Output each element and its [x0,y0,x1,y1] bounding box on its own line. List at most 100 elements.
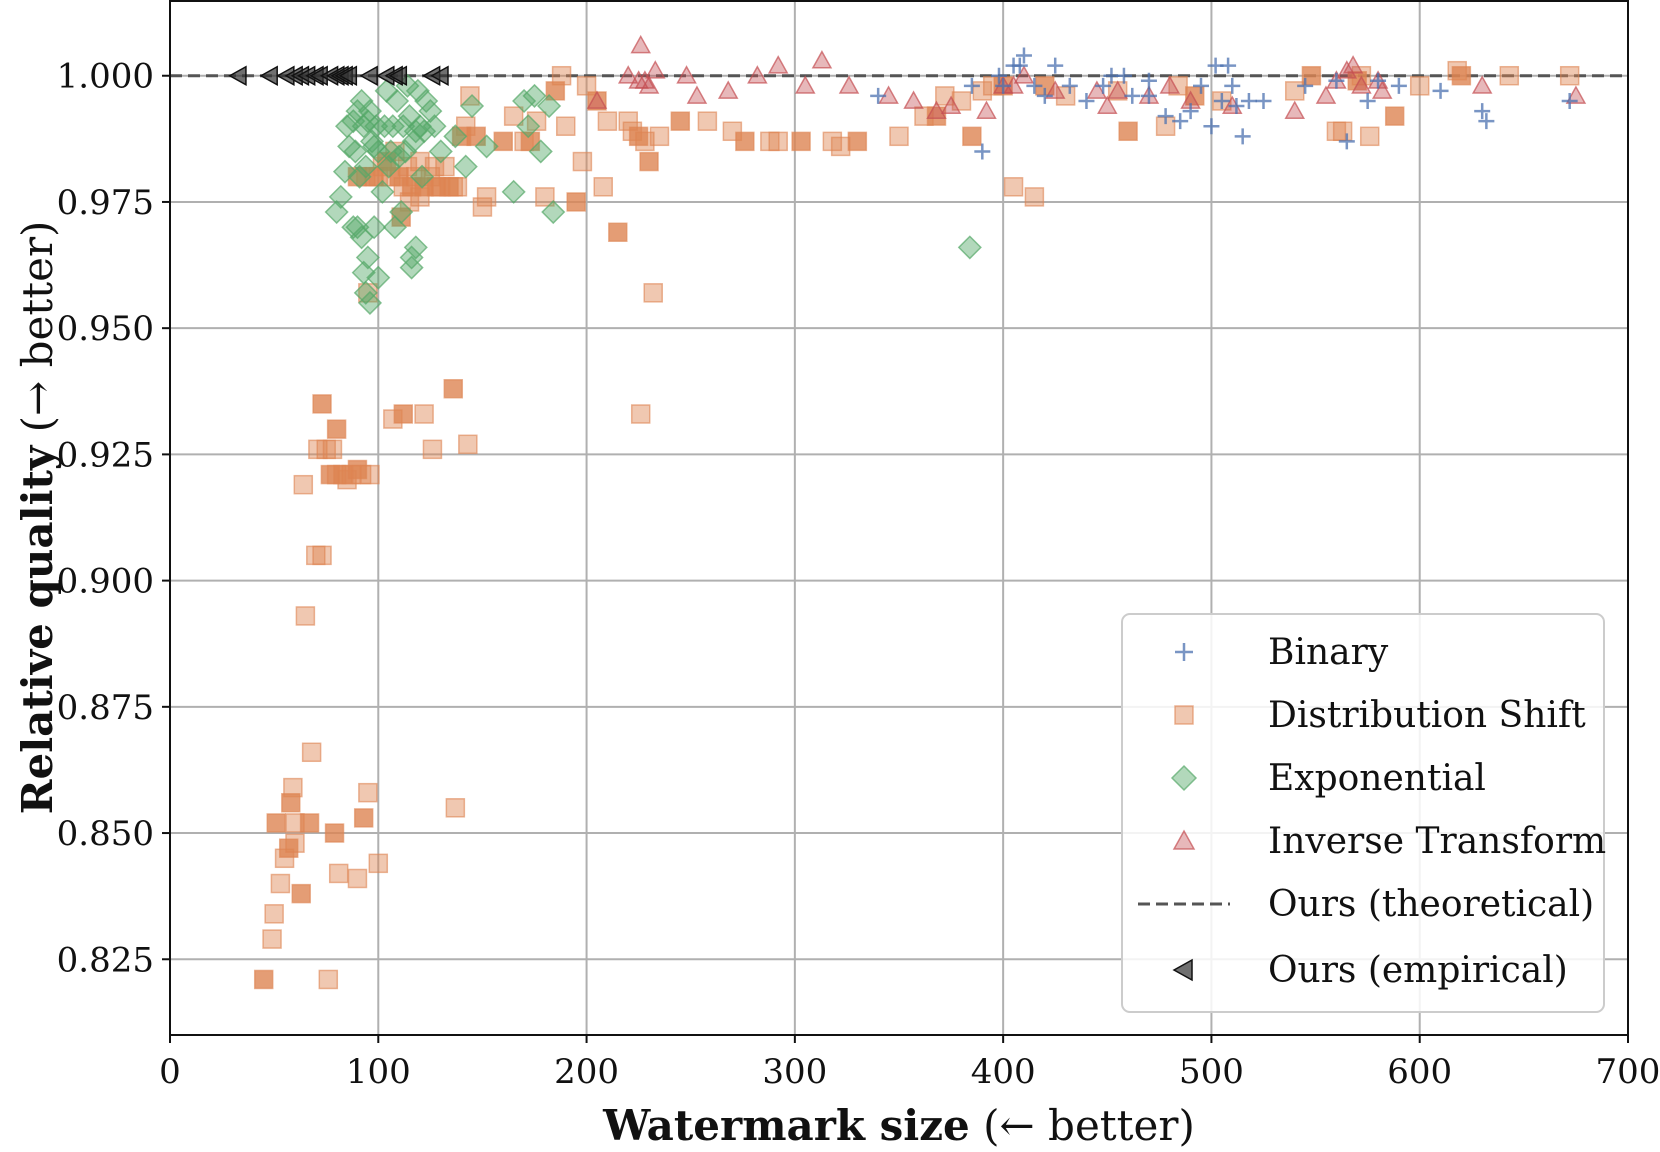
legend-marker-triangle [1172,829,1196,850]
inverse-transform-point [630,34,652,54]
distribution-shift-point [572,151,593,172]
inverse-transform-point [1159,75,1181,94]
binary-point [1228,98,1245,115]
legend-marker-diamond [1170,764,1198,792]
distribution-shift-point [328,863,349,884]
inverse-transform-point [747,65,768,84]
exponential-point [512,88,537,114]
inverse-transform-point [1044,80,1066,99]
exponential-point [537,93,562,119]
distribution-shift-point [312,545,332,566]
exponential-point [391,114,416,139]
distribution-shift-point [962,126,982,147]
binary-point [1061,77,1078,94]
y-tick-labels: 0.825 0.850 0.875 0.900 0.925 0.950 0.975 1.000 [57,57,170,980]
distribution-shift-point [847,131,868,152]
exponential-point [428,139,453,164]
binary-point [1140,72,1157,89]
distribution-shift-point [312,394,332,414]
exponential-point [353,154,378,179]
inverse-transform-point [634,70,656,89]
distribution-shift-point [353,808,374,828]
binary-point [870,87,887,104]
y-axis-title-bold: Relative quality [13,444,62,814]
inverse-transform-point [686,85,708,104]
distribution-shift-point [253,969,274,990]
distribution-shift-point [422,439,443,460]
binary-point [1182,103,1199,120]
legend-item: Exponential [1170,758,1486,799]
exponential-point [389,199,414,225]
y-axis-title: Relative quality (→ better) [13,221,62,815]
distribution-shift-point [443,379,464,399]
distribution-shift-point [445,798,466,818]
exponential-point [409,164,435,189]
binary-point [974,143,991,160]
exponential-point [384,88,410,114]
legend-label: Binary [1268,632,1389,673]
distribution-shift-point [639,151,659,172]
inverse-transform-point [586,90,608,109]
exponential-point [474,134,499,159]
distribution-shift-point [324,823,345,843]
distribution-shift-point [1451,65,1472,86]
ours-empirical-point [338,65,358,87]
x-tick-label: 400 [971,1052,1036,1092]
distribution-shift-point [358,782,378,803]
x-tick-labels: 0 100 200 300 400 500 600 700 [159,1035,1660,1092]
legend-item: Inverse Transform [1172,821,1606,862]
inverse-transform-point [717,80,739,99]
distribution-shift-point [635,131,655,152]
exponential-point [328,184,353,209]
inverse-transform-point [767,55,789,74]
y-tick-label: 0.900 [57,562,154,602]
distribution-shift-point [281,793,301,813]
exponential-point [341,215,366,240]
distribution-shift-point [1024,187,1045,207]
exponential-point [362,215,387,240]
binary-point [995,77,1012,94]
distribution-shift-point [285,813,305,833]
inverse-transform-point [1342,55,1364,74]
distribution-shift-point [299,813,320,833]
exponential-point [522,83,547,108]
distribution-shift-point [285,833,305,853]
exponential-point [453,154,478,179]
x-tick-label: 300 [762,1052,827,1092]
binary-point [1359,92,1376,109]
distribution-shift-point [576,76,597,96]
exponential-point [353,280,378,305]
x-axis-title: Watermark size (← better) [602,1101,1195,1150]
distribution-shift-point [643,283,663,303]
binary-point [1297,77,1314,94]
inverse-transform-point [1371,80,1393,99]
distribution-shift-point [493,131,514,152]
distribution-shift-point [476,187,497,207]
binary-point [1390,77,1407,94]
exponential-series [324,73,982,315]
distribution-shift-point [447,177,468,197]
binary-point [1338,133,1355,150]
legend-label: Ours (theoretical) [1268,884,1594,925]
exponential-point [349,88,374,114]
binary-point [1213,92,1230,109]
distribution-shift-point [597,111,618,131]
distribution-shift-point [593,177,613,197]
distribution-shift-point [503,106,524,126]
distribution-shift-point [410,187,430,207]
y-tick-label: 0.950 [57,309,154,349]
distribution-shift-point [1359,126,1380,147]
inverse-transform-point [903,90,924,109]
x-tick-label: 500 [1179,1052,1244,1092]
distribution-shift-point [360,464,380,485]
binary-point [1561,92,1578,109]
y-tick-label: 0.875 [57,688,154,728]
legend-item: Ours (empirical) [1172,950,1568,991]
ours-empirical-point [359,65,378,87]
binary-point [1234,128,1251,145]
legend-marker-square [1174,705,1194,725]
distribution-shift-point [1003,177,1024,197]
binary-point [1478,113,1495,130]
distribution-shift-point [889,126,909,147]
